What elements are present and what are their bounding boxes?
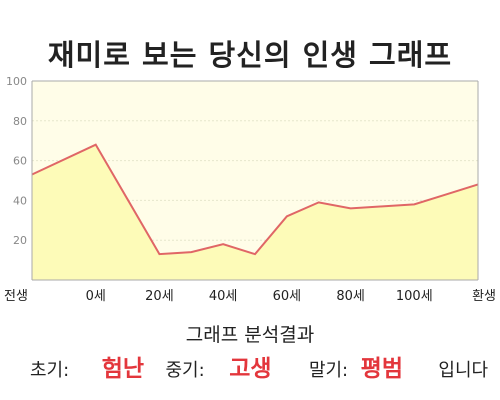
x-tick-label: 100세 bbox=[396, 289, 433, 304]
x-tick-label: 20세 bbox=[145, 289, 174, 304]
x-axis-ticks: 전생 0세 20세 40세 60세 80세 100세 환생 bbox=[4, 289, 496, 304]
early-label: 초기: bbox=[30, 360, 70, 381]
chart-title: 재미로 보는 당신의 인생 그래프 bbox=[47, 38, 453, 72]
y-axis-ticks: 20 40 60 80 100 bbox=[6, 75, 27, 247]
analysis-heading: 그래프 분석결과 bbox=[185, 324, 315, 346]
late-label: 말기: bbox=[308, 360, 349, 381]
early-value: 험난 bbox=[101, 356, 145, 382]
ending-text: 입니다 bbox=[438, 360, 489, 381]
late-value: 평범 bbox=[360, 356, 403, 382]
x-tick-label: 전생 bbox=[4, 289, 28, 304]
analysis-result: 초기: 험난 중기: 고생 말기: 평범 입니다 bbox=[30, 349, 490, 383]
y-tick-label: 20 bbox=[13, 234, 27, 247]
x-tick-label: 0세 bbox=[86, 289, 106, 304]
x-tick-label: 환생 bbox=[472, 289, 496, 304]
life-graph-chart: 20 40 60 80 100 전생 0세 20세 40세 60세 80세 100세 환생 bbox=[4, 75, 496, 304]
y-tick-label: 40 bbox=[13, 194, 27, 207]
y-tick-label: 60 bbox=[13, 155, 27, 168]
middle-label: 중기: bbox=[165, 360, 205, 381]
y-tick-label: 100 bbox=[6, 75, 27, 88]
x-tick-label: 60세 bbox=[273, 289, 302, 304]
x-tick-label: 80세 bbox=[336, 289, 365, 304]
axes bbox=[31, 80, 479, 281]
series-line bbox=[31, 143, 479, 256]
y-tick-label: 80 bbox=[13, 115, 27, 128]
series-area bbox=[32, 144, 478, 280]
x-tick-label: 40세 bbox=[209, 289, 238, 304]
middle-value: 고생 bbox=[229, 356, 272, 382]
